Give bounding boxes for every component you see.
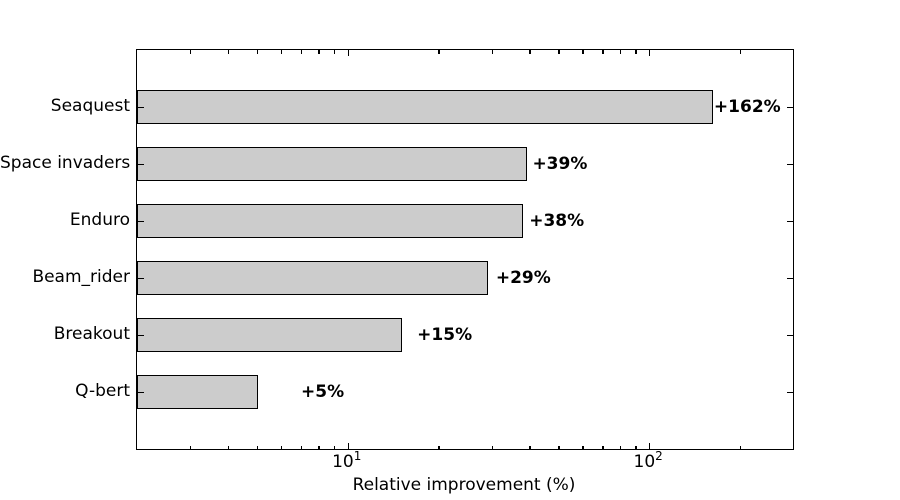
bar-value-label-space-invaders: +39%	[532, 154, 588, 174]
x-major-tick	[649, 443, 651, 449]
y-tick-right	[786, 164, 793, 166]
y-tick-left	[137, 107, 144, 109]
x-minor-tick	[619, 445, 622, 449]
x-axis-title: Relative improvement (%)	[352, 475, 576, 495]
bar-enduro	[137, 204, 524, 238]
x-minor-tick	[529, 50, 531, 54]
x-minor-tick	[558, 445, 560, 449]
y-tick-label-space-invaders: Space invaders	[0, 153, 131, 173]
x-minor-tick	[491, 445, 493, 449]
x-minor-tick	[190, 50, 192, 54]
x-minor-tick	[280, 445, 283, 449]
x-tick-label-exponent: 1	[353, 449, 362, 463]
x-minor-tick	[739, 445, 742, 449]
y-tick-right	[786, 278, 793, 280]
x-tick-label-exponent: 2	[655, 449, 663, 463]
x-minor-tick	[582, 50, 584, 54]
x-minor-tick	[227, 50, 230, 54]
x-minor-tick	[190, 445, 192, 449]
x-minor-tick	[491, 50, 493, 54]
x-minor-tick	[529, 445, 531, 449]
x-minor-tick	[280, 50, 283, 54]
y-tick-label-beam-rider: Beam_rider	[32, 267, 130, 287]
x-minor-tick	[635, 50, 637, 54]
bar-value-label-breakout: +15%	[417, 325, 473, 345]
x-minor-tick	[301, 445, 303, 449]
y-tick-right	[786, 335, 793, 337]
x-minor-tick	[227, 445, 230, 449]
y-tick-label-seaquest: Seaquest	[50, 96, 130, 116]
x-minor-tick	[619, 50, 622, 54]
bar-value-label-enduro: +38%	[529, 211, 585, 231]
x-tick-label: 101	[317, 449, 377, 473]
y-tick-label-q-bert: Q-bert	[75, 381, 130, 401]
x-minor-tick	[582, 445, 584, 449]
x-minor-tick	[256, 50, 259, 54]
bar-value-label-seaquest: +162%	[713, 97, 781, 117]
x-minor-tick	[318, 50, 320, 54]
y-tick-right	[786, 221, 793, 223]
y-tick-label-enduro: Enduro	[69, 210, 130, 230]
x-minor-tick	[602, 445, 604, 449]
x-minor-tick	[256, 445, 259, 449]
y-tick-left	[137, 164, 144, 166]
x-major-tick	[347, 50, 349, 56]
y-tick-right	[786, 392, 793, 394]
y-tick-left	[137, 392, 144, 394]
x-minor-tick	[558, 50, 560, 54]
x-minor-tick	[318, 445, 320, 449]
bar-value-label-q-bert: +5%	[301, 382, 345, 402]
x-minor-tick	[301, 50, 303, 54]
x-minor-tick	[333, 50, 336, 54]
x-tick-label-base: 10	[633, 452, 656, 472]
y-tick-label-breakout: Breakout	[53, 324, 130, 344]
x-minor-tick	[333, 445, 336, 449]
bar-q-bert	[137, 375, 258, 409]
bar-space-invaders	[137, 147, 527, 181]
x-major-tick	[649, 50, 651, 56]
x-minor-tick	[438, 445, 440, 449]
y-tick-left	[137, 221, 144, 223]
bar-seaquest	[137, 90, 714, 124]
bar-breakout	[137, 318, 402, 352]
x-minor-tick	[602, 50, 604, 54]
y-tick-left	[137, 335, 144, 337]
bar-beam-rider	[137, 261, 489, 295]
plot-area: +162% +39% +38% +29% +15% +5%	[136, 49, 794, 450]
x-minor-tick	[739, 50, 742, 54]
y-tick-left	[137, 278, 144, 280]
x-minor-tick	[635, 445, 637, 449]
x-minor-tick	[438, 50, 440, 54]
bar-value-label-beam-rider: +29%	[495, 268, 551, 288]
y-tick-right	[786, 107, 793, 109]
x-tick-label: 102	[618, 449, 678, 473]
x-tick-label-base: 10	[332, 452, 354, 472]
x-major-tick	[347, 443, 349, 449]
